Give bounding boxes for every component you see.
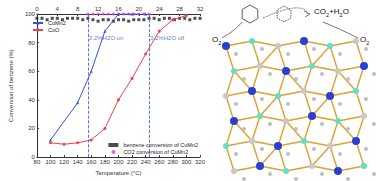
svg-text:40: 40: [28, 97, 35, 103]
svg-text:260: 260: [154, 159, 165, 165]
svg-text:180: 180: [100, 159, 111, 165]
svg-text:200: 200: [113, 159, 124, 165]
svg-text:16: 16: [115, 6, 122, 12]
svg-text:O2: O2: [360, 35, 369, 46]
svg-text:300: 300: [181, 159, 192, 165]
svg-text:benzene conversion of CuMn2: benzene conversion of CuMn2: [123, 142, 198, 148]
svg-text:8: 8: [76, 6, 80, 12]
svg-text:100: 100: [25, 11, 36, 17]
svg-text:140: 140: [73, 159, 84, 165]
svg-text:120: 120: [59, 159, 70, 165]
svg-text:O2: O2: [212, 35, 221, 46]
svg-text:28: 28: [176, 6, 183, 12]
svg-text:4: 4: [56, 6, 60, 12]
svg-text:240: 240: [141, 159, 152, 165]
svg-text:220: 220: [127, 159, 138, 165]
svg-text:CuO: CuO: [48, 27, 60, 33]
svg-text:12: 12: [95, 6, 102, 12]
svg-text:60: 60: [28, 68, 35, 74]
svg-text:0: 0: [35, 6, 39, 12]
svg-text:20: 20: [135, 6, 142, 12]
svg-text:80: 80: [34, 159, 41, 165]
svg-text:CO2 conversion of CuMn2: CO2 conversion of CuMn2: [123, 149, 188, 155]
svg-text:3.2%H2O on: 3.2%H2O on: [89, 35, 123, 41]
svg-text:0: 0: [31, 154, 35, 161]
svg-text:CO2+H2O: CO2+H2O: [314, 7, 349, 18]
svg-text:Temperature (°C): Temperature (°C): [95, 170, 141, 176]
svg-text:3.2%H2O off: 3.2%H2O off: [150, 35, 185, 42]
svg-text:100: 100: [45, 159, 56, 165]
svg-text:32: 32: [197, 6, 204, 12]
svg-text:20: 20: [28, 125, 35, 131]
svg-text:160: 160: [86, 159, 97, 165]
svg-text:24: 24: [156, 6, 163, 12]
svg-text:280: 280: [168, 159, 179, 165]
svg-text:80: 80: [28, 40, 35, 46]
svg-text:320: 320: [195, 159, 206, 165]
svg-text:CuMn2: CuMn2: [48, 20, 66, 26]
svg-text:Conversion of benzene (%): Conversion of benzene (%): [8, 49, 14, 122]
